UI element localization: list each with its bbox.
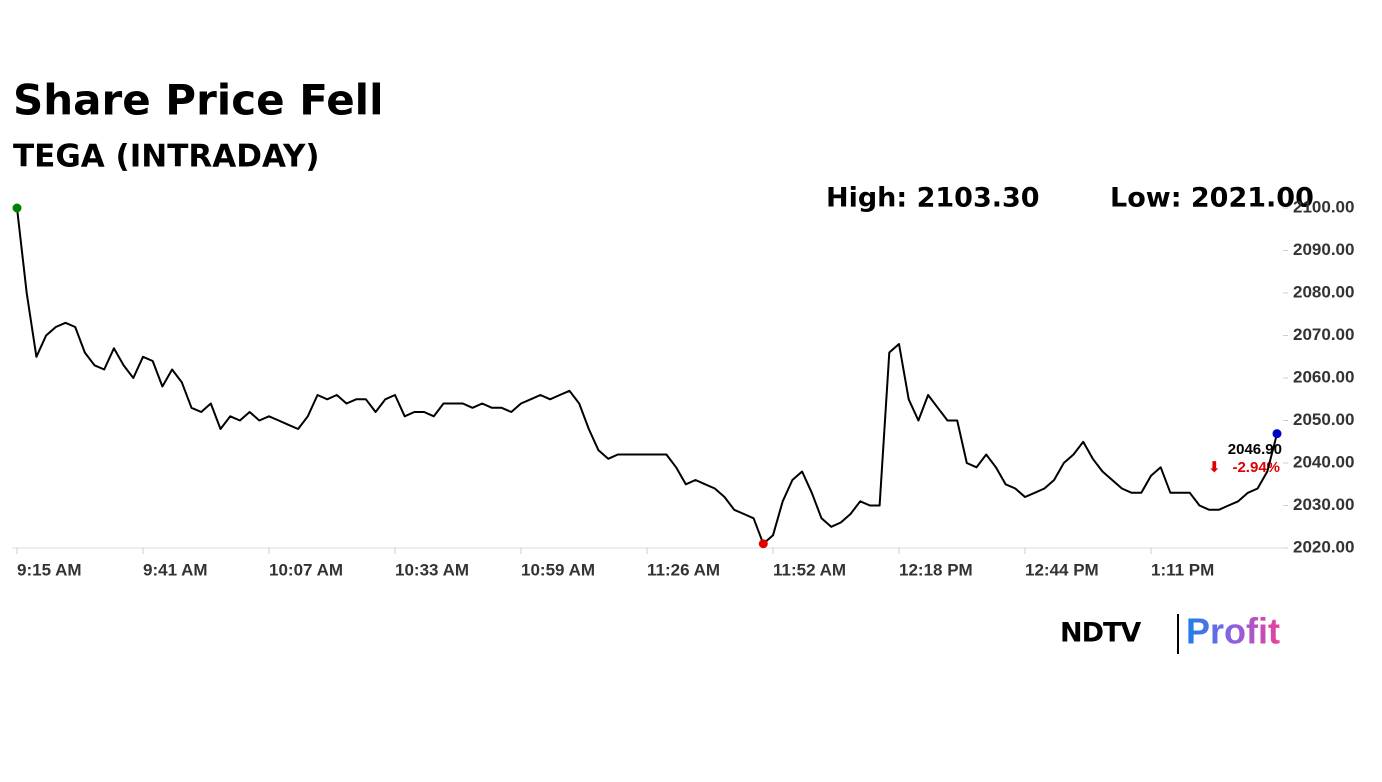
logo-profit: Profit xyxy=(1186,611,1280,652)
low-marker xyxy=(758,539,768,549)
end-marker xyxy=(1272,429,1282,439)
down-arrow: ⬇ xyxy=(1208,459,1221,476)
y-tick-label: 2080.00 xyxy=(1293,282,1354,301)
x-tick-label: 10:59 AM xyxy=(521,560,595,579)
x-tick-label: 11:26 AM xyxy=(647,560,720,579)
start-marker xyxy=(12,203,22,213)
x-tick-label: 10:33 AM xyxy=(395,560,469,579)
y-tick-label: 2050.00 xyxy=(1293,410,1354,429)
y-tick-label: 2090.00 xyxy=(1293,240,1354,259)
x-tick-label: 11:52 AM xyxy=(773,560,846,579)
logo-ndtv: NDTV xyxy=(1060,618,1141,649)
last-price-label: 2046.90 xyxy=(1228,441,1282,458)
y-tick-label: 2040.00 xyxy=(1293,452,1354,471)
chart-title: Share Price Fell xyxy=(13,76,383,125)
x-tick-label: 10:07 AM xyxy=(269,560,343,579)
y-tick-label: 2060.00 xyxy=(1293,367,1354,386)
y-tick-label: 2070.00 xyxy=(1293,325,1354,344)
x-tick-label: 12:44 PM xyxy=(1025,560,1099,579)
y-tick-label: 2030.00 xyxy=(1293,495,1354,514)
y-tick-label: 2100.00 xyxy=(1293,197,1354,216)
x-tick-label: 9:41 AM xyxy=(143,560,208,579)
x-tick-label: 12:18 PM xyxy=(899,560,973,579)
low-label: Low: 2021.00 xyxy=(1110,183,1314,214)
chart-subtitle: TEGA (INTRADAY) xyxy=(13,139,320,175)
price-line xyxy=(16,207,1278,545)
y-tick-label: 2020.00 xyxy=(1293,537,1354,556)
x-tick-label: 9:15 AM xyxy=(17,560,82,579)
change-label: -2.94% xyxy=(1232,459,1280,476)
high-label: High: 2103.30 xyxy=(826,183,1040,214)
x-tick-label: 1:11 PM xyxy=(1151,560,1214,579)
